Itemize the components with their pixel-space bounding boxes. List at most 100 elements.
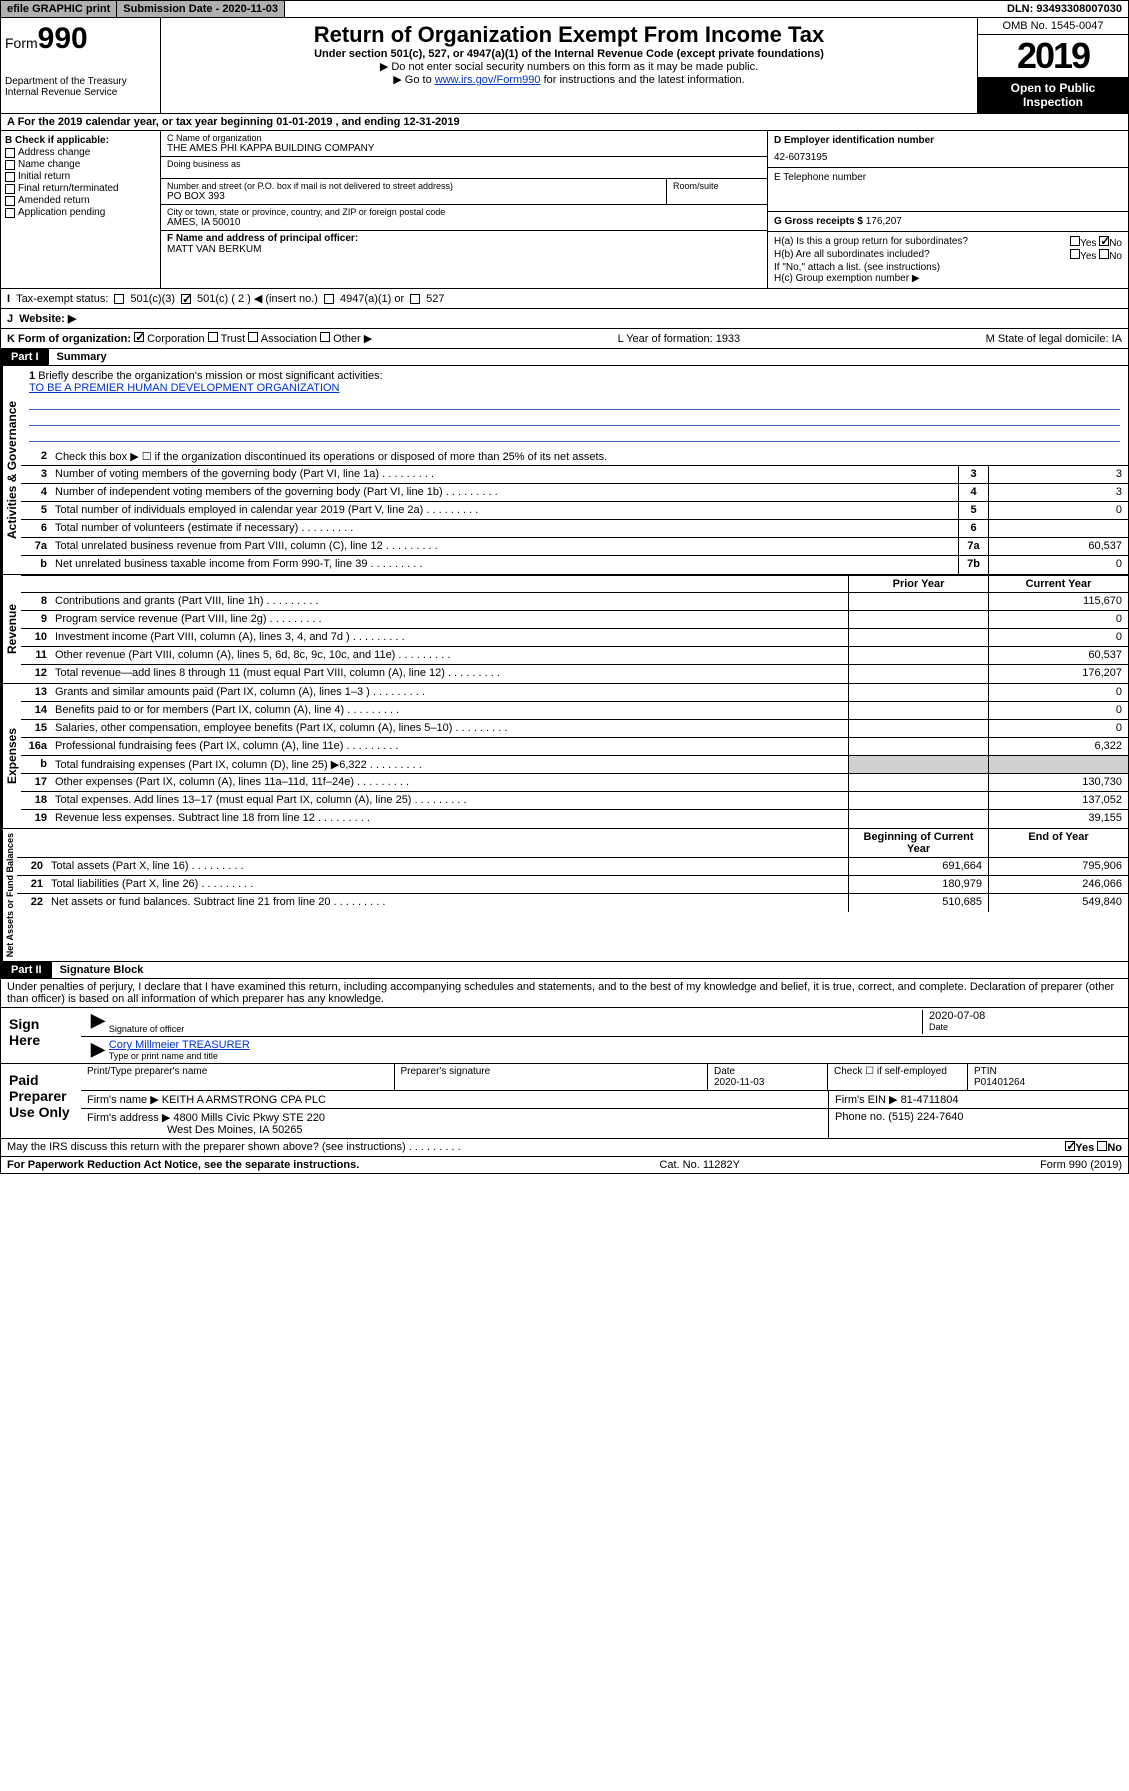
part1-tag: Part I [1,349,49,365]
prep-name-hdr: Print/Type preparer's name [81,1064,395,1091]
hb-note: If "No," attach a list. (see instruction… [774,262,1122,273]
page-footer: For Paperwork Reduction Act Notice, see … [0,1157,1129,1174]
officer-print-name: Cory Millmeier TREASURER [109,1039,1122,1051]
line-10: 10 Investment income (Part VIII, column … [21,629,1128,647]
current-year-header: Current Year [988,576,1128,592]
phone-label: E Telephone number [774,172,866,183]
discuss-yes[interactable] [1065,1141,1075,1151]
irs-label: Internal Revenue Service [5,87,156,98]
ha-yes[interactable] [1070,236,1080,246]
catalog-number: Cat. No. 11282Y [659,1159,740,1171]
ein-label: D Employer identification number [774,135,934,146]
hb-label: H(b) Are all subordinates included? [774,249,930,262]
chk-amended[interactable]: Amended return [5,195,156,206]
efile-button[interactable]: efile GRAPHIC print [1,1,117,17]
form990-link[interactable]: www.irs.gov/Form990 [435,74,541,86]
entity-info: B Check if applicable: Address change Na… [0,131,1129,289]
chk-application-pending[interactable]: Application pending [5,207,156,218]
firm-phone: (515) 224-7640 [888,1111,963,1123]
dept-label: Department of the Treasury [5,76,156,87]
firm-addr1: 4800 Mills Civic Pkwy STE 220 [173,1112,325,1124]
org-address: PO BOX 393 [167,191,660,202]
org-form-row: K Form of organization: Corporation Trus… [0,329,1129,349]
line-12: 12 Total revenue—add lines 8 through 11 … [21,665,1128,683]
prep-date: 2020-11-03 [714,1077,764,1088]
line-5: 5 Total number of individuals employed i… [21,502,1128,520]
part2-title: Signature Block [52,962,152,978]
part1-header: Part I Summary [0,349,1129,366]
line2-label: Check this box ▶ ☐ if the organization d… [51,448,1128,465]
city-label: City or town, state or province, country… [167,207,761,217]
chk-corporation[interactable] [134,332,144,342]
line-20: 20 Total assets (Part X, line 16) 691,66… [17,858,1128,876]
section-governance: Activities & Governance 1 Briefly descri… [0,366,1129,575]
website-row: JWebsite: ▶ [0,309,1129,329]
gross-receipts-label: G Gross receipts $ [774,216,863,227]
form-header: Form990 Department of the Treasury Inter… [0,18,1129,114]
submission-date: Submission Date - 2020-11-03 [117,1,285,17]
discuss-question: May the IRS discuss this return with the… [7,1141,461,1154]
sig-date: 2020-07-08 [929,1010,1122,1022]
year-formation: L Year of formation: 1933 [618,333,741,345]
line-21: 21 Total liabilities (Part X, line 26) 1… [17,876,1128,894]
prior-year-header: Prior Year [848,576,988,592]
line-b: b Total fundraising expenses (Part IX, c… [21,756,1128,774]
addr-label: Number and street (or P.O. box if mail i… [167,181,660,191]
org-name: THE AMES PHI KAPPA BUILDING COMPANY [167,143,761,154]
hb-yes[interactable] [1070,249,1080,259]
tax-exempt-row: ITax-exempt status: 501(c)(3) 501(c) ( 2… [0,289,1129,309]
chk-initial-return[interactable]: Initial return [5,171,156,182]
chk-527[interactable] [410,294,420,304]
part1-title: Summary [49,349,115,365]
omb-number: OMB No. 1545-0047 [978,18,1128,35]
line-7a: 7a Total unrelated business revenue from… [21,538,1128,556]
officer-label: F Name and address of principal officer: [167,233,358,244]
dba-label: Doing business as [167,159,761,169]
form-title: Return of Organization Exempt From Incom… [165,22,973,48]
firm-addr2: West Des Moines, IA 50265 [87,1124,303,1136]
state-domicile: M State of legal domicile: IA [986,333,1122,345]
ha-no[interactable] [1099,236,1109,246]
chk-501c[interactable] [181,294,191,304]
org-city: AMES, IA 50010 [167,217,761,228]
line-9: 9 Program service revenue (Part VIII, li… [21,611,1128,629]
website-label: Website: ▶ [19,312,76,325]
chk-trust[interactable] [208,332,218,342]
chk-other[interactable] [320,332,330,342]
chk-final-return[interactable]: Final return/terminated [5,183,156,194]
vtab-expenses: Expenses [1,684,21,828]
vtab-governance: Activities & Governance [1,366,21,574]
mission-text: TO BE A PREMIER HUMAN DEVELOPMENT ORGANI… [29,382,1120,394]
discuss-no[interactable] [1097,1141,1107,1151]
row-i-label: Tax-exempt status: [16,293,108,305]
chk-501c3[interactable] [114,294,124,304]
ein-value: 42-6073195 [774,152,1122,163]
sig-officer-label: Signature of officer [109,1024,922,1034]
org-name-label: C Name of organization [167,133,761,143]
vtab-net: Net Assets or Fund Balances [1,829,17,961]
prep-ptin: P01401264 [974,1077,1025,1088]
room-label: Room/suite [667,179,767,204]
form-subtitle: Under section 501(c), 527, or 4947(a)(1)… [165,48,973,60]
perjury-statement: Under penalties of perjury, I declare th… [1,979,1128,1007]
goto-note: ▶ Go to www.irs.gov/Form990 for instruct… [165,73,973,86]
paid-preparer-label: Paid Preparer Use Only [1,1064,81,1138]
chk-association[interactable] [248,332,258,342]
hb-no[interactable] [1099,249,1109,259]
sig-date-label: Date [929,1022,1122,1032]
box-b-title: B Check if applicable: [5,135,109,146]
begin-year-header: Beginning of Current Year [848,829,988,857]
chk-4947[interactable] [324,294,334,304]
vtab-revenue: Revenue [1,575,21,683]
prep-self-emp: Check ☐ if self-employed [828,1064,968,1091]
firm-ein: 81-4711804 [901,1094,959,1106]
line-6: 6 Total number of volunteers (estimate i… [21,520,1128,538]
top-bar: efile GRAPHIC print Submission Date - 20… [0,0,1129,18]
line-22: 22 Net assets or fund balances. Subtract… [17,894,1128,912]
ssn-note: ▶ Do not enter social security numbers o… [165,60,973,73]
chk-name-change[interactable]: Name change [5,159,156,170]
tax-year: 2019 [978,35,1128,77]
end-year-header: End of Year [988,829,1128,857]
chk-address-change[interactable]: Address change [5,147,156,158]
line-17: 17 Other expenses (Part IX, column (A), … [21,774,1128,792]
